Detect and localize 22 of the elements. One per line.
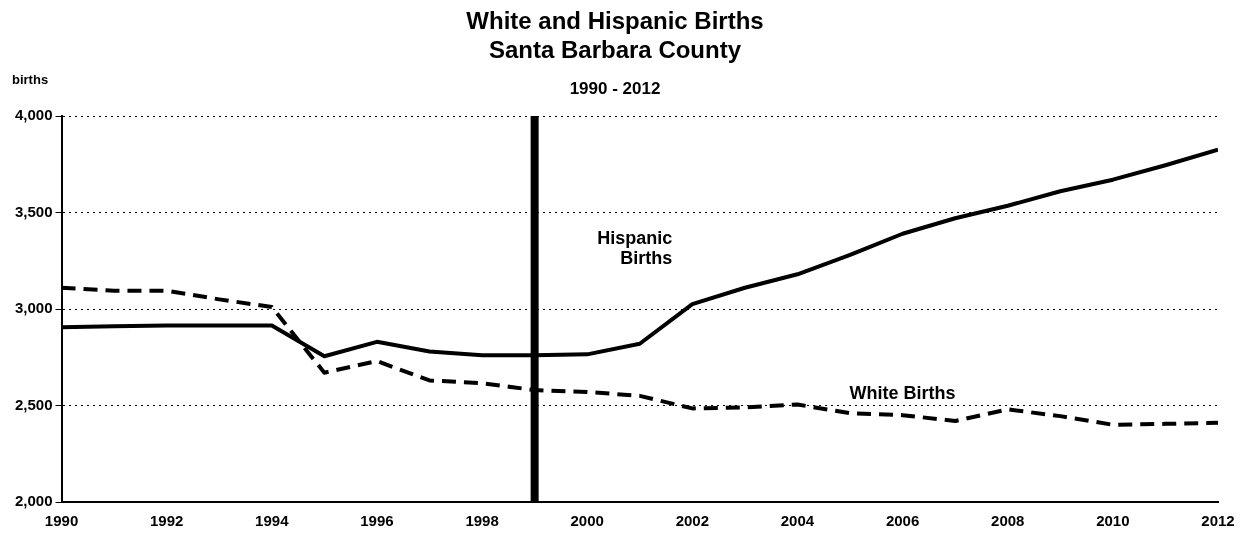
x-tick-label: 2006	[885, 512, 920, 530]
x-tick-label: 2010	[1096, 512, 1130, 530]
x-tick-label: 1996	[360, 512, 394, 530]
x-tick-label: 1998	[465, 512, 499, 530]
x-tick-label: 2008	[991, 512, 1025, 530]
x-tick-label: 2000	[570, 512, 604, 530]
y-axis-title: births	[12, 72, 49, 87]
chart-title: White and Hispanic Births Santa Barbara County	[466, 7, 764, 63]
text: Hispanic Births	[597, 228, 673, 269]
chart-subtitle: 1990 - 2012	[569, 79, 661, 99]
x-tick-label: 1990	[44, 512, 79, 530]
x-tick-label: 2012	[1201, 512, 1235, 530]
x-tick-label: 2002	[675, 512, 710, 530]
y-tick-label: 2,000	[14, 492, 53, 510]
x-tick-label: 2004	[780, 512, 815, 530]
y-tick-label: 4,000	[14, 106, 53, 124]
y-tick-label: 3,000	[14, 299, 53, 317]
y-tick-label: 3,500	[14, 202, 53, 220]
y-tick-label: 2,500	[14, 395, 53, 413]
x-tick-label: 1992	[149, 512, 184, 530]
series-label: White Births	[849, 383, 956, 404]
x-tick-label: 1994	[255, 512, 290, 530]
